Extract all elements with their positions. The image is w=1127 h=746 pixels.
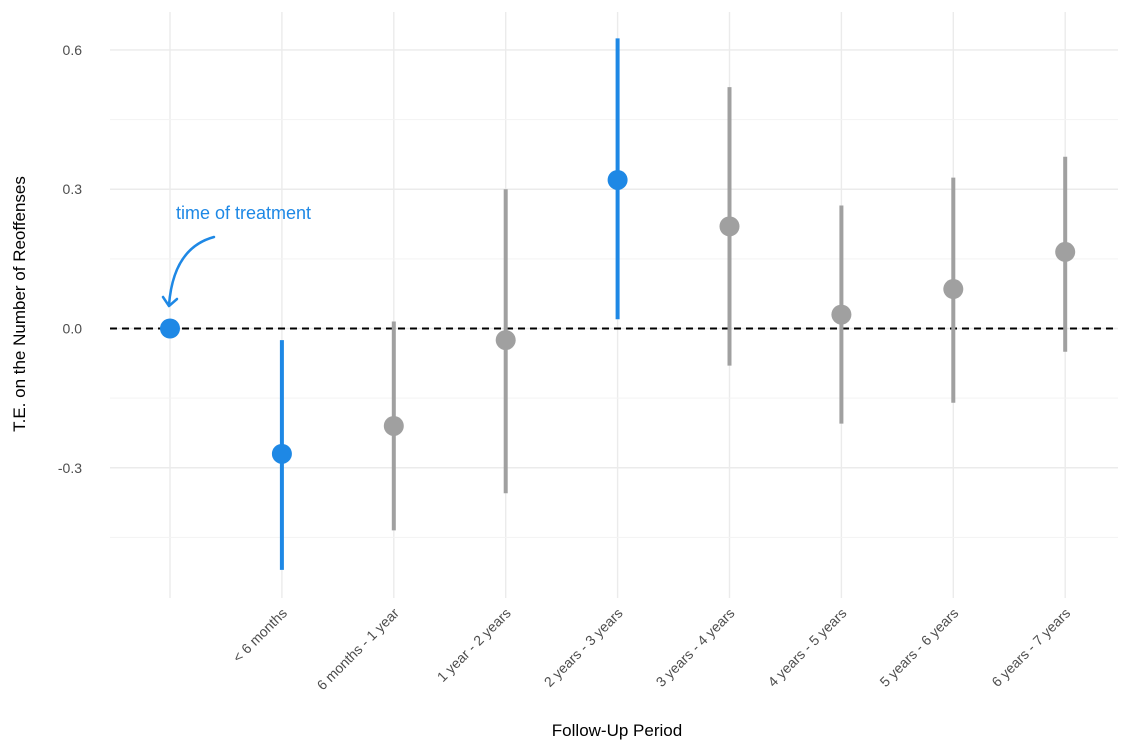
point-estimate xyxy=(495,330,516,351)
x-tick-label: < 6 months xyxy=(229,605,290,666)
x-tick-label: 4 years - 5 years xyxy=(764,605,849,690)
point-estimate xyxy=(943,279,964,300)
x-tick-label: 6 months - 1 year xyxy=(314,605,403,694)
time-of-treatment-annotation: time of treatment xyxy=(161,203,311,308)
x-tick-label: 2 years - 3 years xyxy=(541,605,626,690)
point-estimate xyxy=(160,318,180,339)
point-estimate xyxy=(607,169,628,190)
grid xyxy=(110,12,1118,598)
y-tick-label: 0.6 xyxy=(63,42,83,58)
y-tick-label: 0.3 xyxy=(63,181,83,197)
annotation-arrow xyxy=(167,235,216,307)
x-axis-title: Follow-Up Period xyxy=(552,721,682,740)
x-tick-label: 5 years - 6 years xyxy=(876,605,961,690)
point-range-marks xyxy=(160,38,1076,570)
y-tick-label: -0.3 xyxy=(58,460,82,476)
annotation-arrowhead xyxy=(161,295,179,308)
y-tick-label: 0.0 xyxy=(63,321,83,337)
point-estimate xyxy=(831,304,852,325)
x-tick-label: 6 years - 7 years xyxy=(988,605,1073,690)
x-tick-label: 1 year - 2 years xyxy=(434,605,514,685)
annotation-text: time of treatment xyxy=(176,203,311,223)
point-estimate xyxy=(271,443,292,464)
y-axis-ticks: -0.3 0.0 0.3 0.6 xyxy=(58,42,82,476)
x-tick-label: 3 years - 4 years xyxy=(653,605,738,690)
y-axis-title: T.E. on the Number of Reoffenses xyxy=(10,176,29,432)
point-estimate xyxy=(383,415,404,436)
point-estimate xyxy=(1055,241,1076,262)
point-estimate xyxy=(719,216,740,237)
x-axis-ticks: < 6 months 6 months - 1 year 1 year - 2 ye… xyxy=(229,605,1073,694)
